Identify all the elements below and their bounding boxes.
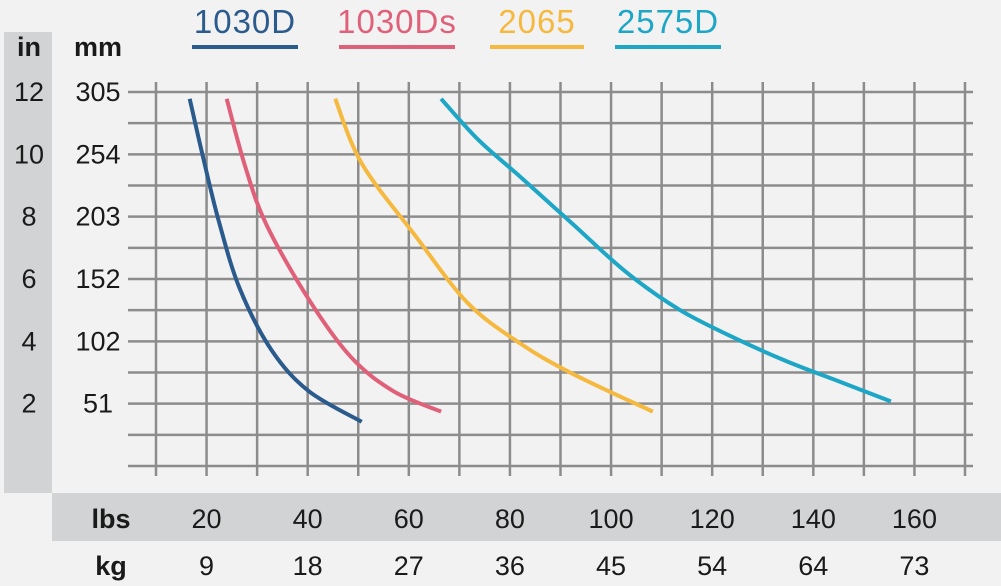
y-unit-primary: in — [17, 32, 41, 62]
x-tick-label-kg: 45 — [596, 551, 626, 581]
x-unit-secondary: kg — [95, 551, 127, 581]
series-line-2575d — [439, 97, 892, 404]
legend: 1030D 1030Ds 2065 2575D — [192, 3, 721, 49]
x-tick-label-kg: 64 — [798, 551, 828, 581]
y-tick-label-mm: 254 — [75, 139, 120, 169]
x-tick-label-kg: 18 — [293, 551, 323, 581]
series-line-1030ds — [224, 98, 442, 414]
grid — [128, 82, 973, 476]
y-tick-label-mm: 203 — [75, 202, 120, 232]
x-tick-label-kg: 9 — [199, 551, 214, 581]
y-tick-label-in: 8 — [21, 202, 36, 232]
y-tick-label-mm: 51 — [83, 389, 113, 419]
x-tick-label-lbs: 60 — [394, 504, 424, 534]
series-line-2065 — [333, 98, 654, 414]
x-tick-label-lbs: 20 — [192, 504, 222, 534]
y-tick-label-mm: 102 — [75, 326, 120, 356]
y-tick-label-in: 12 — [14, 77, 44, 107]
legend-label-2575d: 2575D — [617, 3, 719, 40]
y-tick-label-mm: 152 — [75, 264, 120, 294]
y-axis-band — [4, 32, 52, 493]
y-unit-secondary: mm — [74, 32, 122, 62]
x-tick-label-lbs: 100 — [589, 504, 634, 534]
x-axis-band — [52, 493, 1001, 541]
x-tick-label-lbs: 40 — [293, 504, 323, 534]
y-tick-label-in: 4 — [21, 326, 36, 356]
x-tick-label-lbs: 160 — [892, 504, 937, 534]
y-tick-label-in: 6 — [21, 264, 36, 294]
x-tick-label-kg: 27 — [394, 551, 424, 581]
series-layer — [187, 97, 892, 424]
legend-label-1030d: 1030D — [194, 3, 296, 40]
x-tick-label-kg: 36 — [495, 551, 525, 581]
legend-label-2065: 2065 — [498, 3, 575, 40]
x-tick-label-lbs: 80 — [495, 504, 525, 534]
y-tick-label-in: 2 — [21, 389, 36, 419]
x-tick-label-kg: 54 — [697, 551, 727, 581]
x-unit-primary: lbs — [91, 504, 130, 534]
series-line-1030d — [187, 98, 363, 424]
ticks-layer: 12 305 10 254 8 203 6 152 4 102 2 51 20 9 40 18 60 27 80 36… — [14, 77, 937, 581]
x-tick-label-kg: 73 — [899, 551, 929, 581]
legend-label-1030ds: 1030Ds — [337, 3, 457, 40]
x-tick-label-lbs: 140 — [791, 504, 836, 534]
y-tick-label-in: 10 — [14, 139, 44, 169]
x-tick-label-lbs: 120 — [690, 504, 735, 534]
y-tick-label-mm: 305 — [75, 77, 120, 107]
